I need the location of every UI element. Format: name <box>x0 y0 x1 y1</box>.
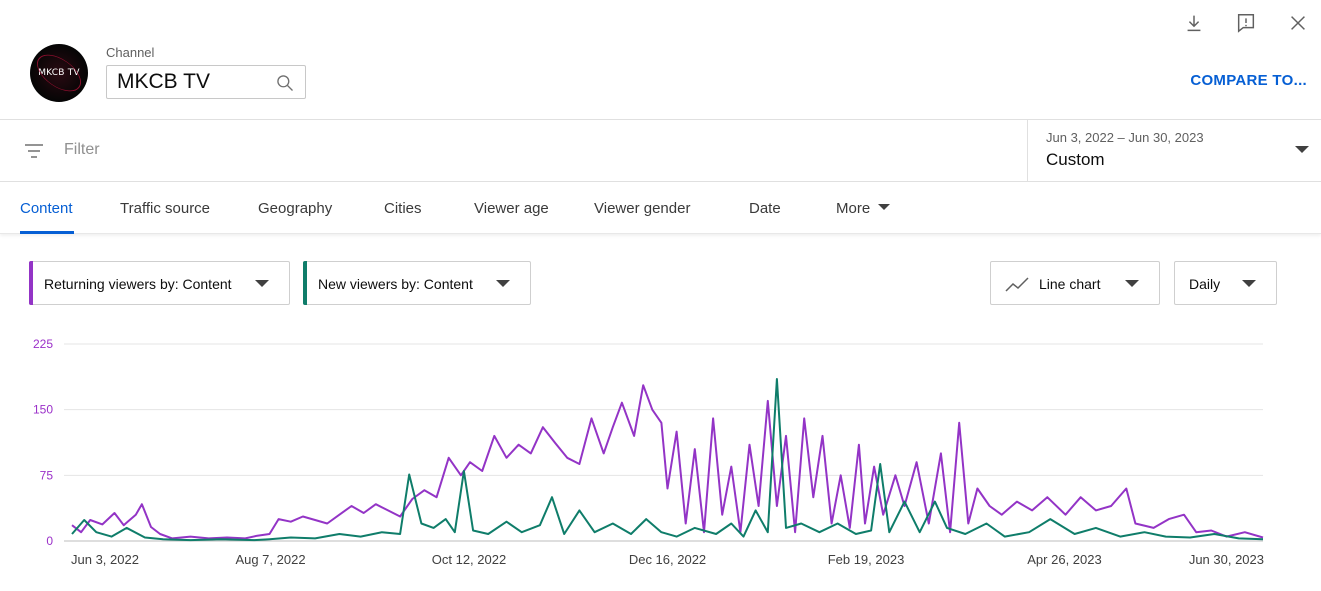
download-icon[interactable] <box>1179 8 1209 38</box>
search-icon[interactable] <box>275 73 295 93</box>
tab-traffic-source[interactable]: Traffic source <box>120 200 211 217</box>
y-tick-label: 0 <box>46 534 53 548</box>
top-actions <box>1179 8 1313 38</box>
tab-viewer-age[interactable]: Viewer age <box>474 200 549 217</box>
chevron-down-icon <box>255 280 269 287</box>
compare-to-button[interactable]: COMPARE TO... <box>1190 72 1307 89</box>
x-tick-label: Oct 12, 2022 <box>432 552 506 567</box>
date-mode-text: Custom <box>1046 150 1105 169</box>
channel-label: Channel <box>106 45 155 60</box>
metric-selector-returning[interactable]: Returning viewers by: Content <box>29 261 290 305</box>
tab-content[interactable]: Content <box>20 200 73 217</box>
dimension-tabs: Content Traffic source Geography Cities … <box>0 182 1321 234</box>
avatar-logo-text: MKCB TV <box>38 68 80 78</box>
metric-selector-label: Returning viewers by: Content <box>44 276 232 292</box>
y-tick-label: 150 <box>33 403 53 417</box>
date-range-selector[interactable]: Jun 3, 2022 – Jun 30, 2023 Custom <box>1027 120 1321 182</box>
divider <box>0 119 1321 120</box>
y-tick-label: 225 <box>33 337 53 351</box>
chevron-down-icon <box>496 280 510 287</box>
filter-icon[interactable] <box>22 139 46 163</box>
metric-selector-new[interactable]: New viewers by: Content <box>303 261 531 305</box>
channel-input[interactable] <box>117 70 267 94</box>
tab-geography[interactable]: Geography <box>258 200 333 217</box>
line-chart: 0 75 150 225 Jun 3, 2022 Aug 7, 2022 Oct 12, 2… <box>33 337 1264 567</box>
series-line-new-viewers <box>71 378 1264 542</box>
divider <box>0 181 1321 182</box>
close-icon[interactable] <box>1283 8 1313 38</box>
series-line-returning-viewers <box>71 384 1264 540</box>
tab-date[interactable]: Date <box>749 200 781 217</box>
granularity-selector[interactable]: Daily <box>1174 261 1277 305</box>
tab-more-label: More <box>836 200 871 217</box>
filter-input[interactable]: Filter <box>64 141 100 158</box>
chevron-down-icon <box>1242 280 1256 287</box>
x-tick-label: Dec 16, 2022 <box>629 552 706 567</box>
chevron-down-icon <box>878 204 891 210</box>
active-tab-indicator <box>20 231 74 234</box>
chart-type-label: Line chart <box>1039 276 1101 292</box>
granularity-label: Daily <box>1189 276 1221 292</box>
tab-more[interactable]: More <box>836 200 891 217</box>
chart-type-selector[interactable]: Line chart <box>990 261 1160 305</box>
metric-selector-label: New viewers by: Content <box>318 276 473 292</box>
y-tick-label: 75 <box>40 468 54 482</box>
channel-search-box[interactable] <box>106 65 306 99</box>
x-tick-label: Apr 26, 2023 <box>1027 552 1101 567</box>
chevron-down-icon <box>1125 280 1139 287</box>
line-chart-icon <box>1005 277 1029 292</box>
chevron-down-icon <box>1295 146 1309 153</box>
feedback-icon[interactable] <box>1231 8 1261 38</box>
series-color-bar <box>29 261 33 305</box>
x-tick-label: Jun 3, 2022 <box>71 552 139 567</box>
tab-viewer-gender[interactable]: Viewer gender <box>594 200 691 217</box>
avatar: MKCB TV <box>30 44 88 102</box>
filter-bar: Filter Jun 3, 2022 – Jun 30, 2023 Custom <box>0 120 1321 182</box>
x-tick-label: Jun 30, 2023 <box>1189 552 1264 567</box>
tab-cities[interactable]: Cities <box>384 200 422 217</box>
x-tick-label: Feb 19, 2023 <box>828 552 905 567</box>
date-range-text: Jun 3, 2022 – Jun 30, 2023 <box>1046 130 1204 145</box>
x-tick-label: Aug 7, 2022 <box>235 552 305 567</box>
series-color-bar <box>303 261 307 305</box>
